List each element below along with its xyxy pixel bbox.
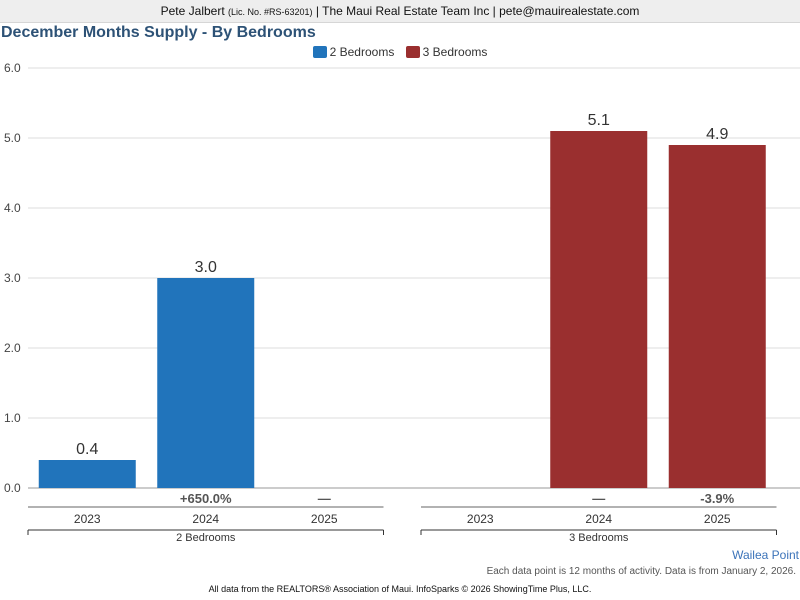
data-credit: All data from the REALTORS® Association … [208,584,592,594]
legend-label-2-bedrooms: 2 Bedrooms [329,45,395,59]
agent-name: Pete Jalbert [160,4,225,18]
agent-header: Pete Jalbert (Lic. No. #RS-63201) | The … [0,0,800,23]
change-label: -3.9% [700,491,734,506]
location-link[interactable]: Wailea Point [732,548,799,562]
y-tick-label: 0.0 [4,481,21,495]
y-tick-label: 1.0 [4,411,21,425]
data-note: Each data point is 12 months of activity… [486,566,796,577]
company-email: | The Maui Real Estate Team Inc | pete@m… [315,4,640,18]
bar [550,131,648,488]
bar [668,145,766,488]
change-label: +650.0% [180,491,232,506]
y-tick-label: 4.0 [4,201,21,215]
bar-value-label: 5.1 [588,112,610,129]
legend-item-2-bedrooms[interactable]: 2 Bedrooms [312,45,395,59]
y-tick-label: 5.0 [4,131,21,145]
change-label: — [318,491,331,506]
chart-legend: 2 Bedrooms 3 Bedrooms [0,45,800,59]
group-label: 2 Bedrooms [176,532,236,544]
bar [157,278,255,488]
x-tick-label: 2023 [467,512,494,526]
y-tick-label: 3.0 [4,271,21,285]
y-tick-label: 6.0 [4,61,21,75]
bar-value-label: 3.0 [195,259,217,276]
bar [38,460,136,488]
x-tick-label: 2025 [704,512,731,526]
legend-label-3-bedrooms: 3 Bedrooms [422,45,488,59]
chart-title: December Months Supply - By Bedrooms [1,24,316,41]
x-tick-label: 2023 [74,512,101,526]
legend-swatch-3-bedrooms [405,46,420,58]
legend-item-3-bedrooms[interactable]: 3 Bedrooms [405,45,488,59]
change-label: — [592,491,605,506]
group-label: 3 Bedrooms [569,532,629,544]
x-tick-label: 2024 [192,512,219,526]
x-tick-label: 2024 [585,512,612,526]
legend-swatch-2-bedrooms [312,46,327,58]
y-tick-label: 2.0 [4,341,21,355]
bar-value-label: 4.9 [706,126,728,143]
license-number: (Lic. No. #RS-63201) [228,7,313,17]
x-tick-label: 2025 [311,512,338,526]
bar-value-label: 0.4 [76,441,98,458]
